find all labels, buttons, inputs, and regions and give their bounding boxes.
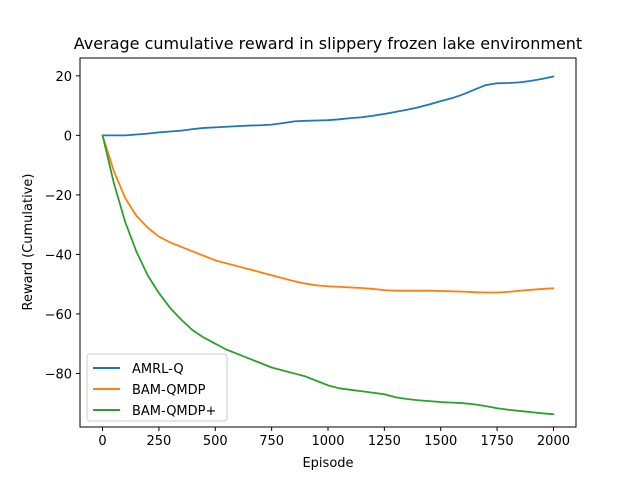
legend: AMRL-Q BAM-QMDP BAM-QMDP+ bbox=[86, 353, 228, 422]
x-axis-tick-label-1500: 1500 bbox=[424, 434, 457, 449]
y-axis-tick-label--40: −40 bbox=[45, 248, 72, 263]
x-axis-tick-label-1250: 1250 bbox=[368, 434, 401, 449]
chart-title: Average cumulative reward in slippery fr… bbox=[74, 34, 582, 53]
x-axis-tick-label-2000: 2000 bbox=[537, 434, 570, 449]
legend-label-amrl-q: AMRL-Q bbox=[132, 362, 184, 377]
x-axis-label: Episode bbox=[302, 456, 353, 471]
legend-label-bam-qmdp: BAM-QMDP bbox=[132, 383, 206, 398]
legend-box bbox=[86, 353, 228, 422]
series-line-bam-qmdp- bbox=[101, 134, 555, 416]
y-axis-tick-label--60: −60 bbox=[45, 308, 72, 323]
x-axis-tick-label-500: 500 bbox=[203, 434, 228, 449]
y-axis-tick-label-20: 20 bbox=[55, 70, 72, 85]
y-axis-label: Reward (Cumulative) bbox=[21, 174, 36, 311]
x-axis-tick-label-750: 750 bbox=[259, 434, 284, 449]
y-axis-tick-label--20: −20 bbox=[45, 189, 72, 204]
series-layer bbox=[101, 75, 555, 416]
axes-group: 0 250 500 750 1000 1250 1500 1750 2000 −80 −60 −40 −… bbox=[45, 70, 570, 449]
x-axis-tick-label-0: 0 bbox=[98, 434, 106, 449]
legend-label-bam-qmdp-: BAM-QMDP+ bbox=[132, 404, 216, 419]
x-axis-tick-label-1000: 1000 bbox=[311, 434, 344, 449]
x-axis-tick-label-1750: 1750 bbox=[481, 434, 514, 449]
series-line-amrl-q bbox=[101, 75, 555, 137]
series-line-bam-qmdp bbox=[101, 134, 555, 294]
x-axis-tick-label-250: 250 bbox=[146, 434, 171, 449]
y-axis-tick-label--80: −80 bbox=[45, 367, 72, 382]
y-axis-tick-label-0: 0 bbox=[64, 129, 72, 144]
